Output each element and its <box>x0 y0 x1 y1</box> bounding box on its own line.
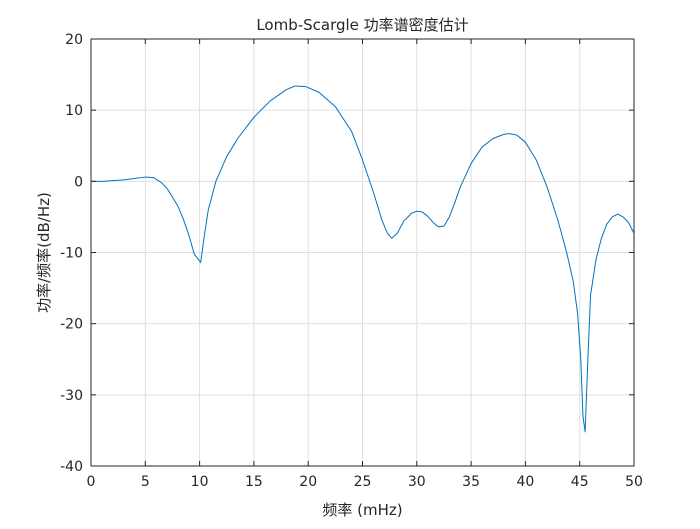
x-tick-label: 20 <box>299 474 317 490</box>
x-tick-label: 10 <box>191 474 209 490</box>
x-tick-label: 50 <box>625 474 643 490</box>
ticks: 0 5 10 15 20 25 30 35 40 45 50 -40 -30 -20 -10 0 10 20 <box>60 32 643 490</box>
psd-series-line <box>91 85 635 433</box>
x-tick-label: 40 <box>516 474 534 490</box>
y-tick-label: 20 <box>65 32 83 48</box>
y-tick-label: 10 <box>65 103 83 119</box>
x-tick-label: 30 <box>408 474 426 490</box>
y-tick-label: -20 <box>60 317 83 333</box>
x-tick-label: 15 <box>245 474 263 490</box>
y-axis-label: 功率/频率(dB/Hz) <box>35 192 53 313</box>
y-tick-label: -40 <box>60 459 83 475</box>
x-tick-label: 25 <box>354 474 372 490</box>
chart-title: Lomb-Scargle 功率谱密度估计 <box>256 16 468 34</box>
x-axis-label: 频率 (mHz) <box>322 501 402 519</box>
x-tick-label: 45 <box>571 474 589 490</box>
data-layer <box>91 85 635 433</box>
x-tick-label: 5 <box>141 474 150 490</box>
x-tick-label: 0 <box>87 474 96 490</box>
y-tick-label: -10 <box>60 246 83 262</box>
x-tick-label: 35 <box>462 474 480 490</box>
y-tick-label: -30 <box>60 388 83 404</box>
y-tick-label: 0 <box>74 174 83 190</box>
